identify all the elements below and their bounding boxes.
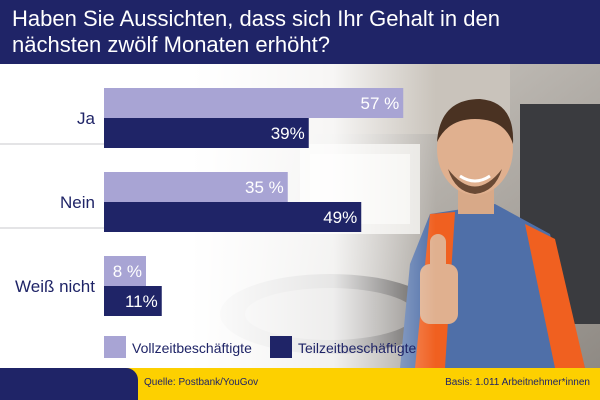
bar-2-2 <box>104 202 362 232</box>
bar-2-3 <box>104 286 162 316</box>
truck-driver-photo <box>190 64 600 368</box>
basis-text: Basis: 1.011 Arbeitnehmer*innen <box>445 377 590 388</box>
category-label-2: Nein <box>60 193 95 212</box>
value-label-1-1: 57 % <box>361 94 400 113</box>
bar-2-1 <box>104 118 309 148</box>
legend-swatch-2 <box>270 336 292 358</box>
legend-label-2: Teilzeitbeschäftigte <box>298 340 417 356</box>
bar-1-2 <box>104 172 288 202</box>
bar-chart: Ja 57 % 39% Nein 35 % 49% Weiß nicht 8 % 11% Voll… <box>0 88 417 358</box>
title-bar <box>0 0 600 64</box>
bar-1-1 <box>104 88 404 118</box>
value-label-2-3: 11% <box>125 292 158 311</box>
value-label-2-1: 39% <box>271 124 305 143</box>
legend-swatch-1 <box>104 336 126 358</box>
footer-navy-block <box>0 368 138 400</box>
value-label-1-2: 35 % <box>245 178 284 197</box>
value-label-2-2: 49% <box>323 208 357 227</box>
category-label-3: Weiß nicht <box>15 277 95 296</box>
value-label-1-3: 8 % <box>113 262 142 281</box>
footer: Quelle: Postbank/YouGov Basis: 1.011 Arb… <box>0 368 600 400</box>
bar-1-3 <box>104 256 146 286</box>
source-text: Quelle: Postbank/YouGov <box>144 377 259 388</box>
legend-label-1: Vollzeitbeschäftigte <box>132 340 252 356</box>
chart-title: Haben Sie Aussichten, dass sich Ihr Geha… <box>12 6 500 57</box>
category-label-1: Ja <box>77 109 96 128</box>
